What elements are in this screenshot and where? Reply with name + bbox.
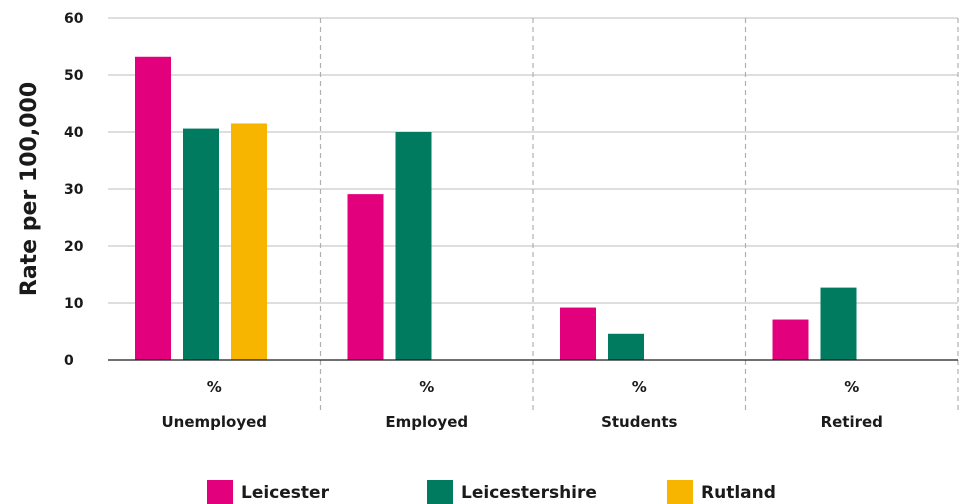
legend-label-rutland: Rutland	[701, 483, 776, 503]
bar-leicester-students	[560, 307, 596, 360]
legend-swatch-leicester	[207, 480, 233, 504]
category-unit-label: %	[844, 378, 859, 396]
y-axis-label: Rate per 100,000	[17, 82, 42, 296]
bar-leicestershire-students	[608, 333, 644, 360]
category-unit-label: %	[207, 378, 222, 396]
y-tick-label: 50	[64, 68, 84, 84]
category-separators	[319, 18, 959, 412]
category-label: Retired	[821, 413, 883, 431]
legend-label-leicestershire: Leicestershire	[461, 483, 597, 503]
bar-leicestershire-retired	[820, 287, 857, 360]
y-tick-labels: 0 10 20 30 40 50 60	[64, 11, 84, 369]
legend-swatch-leicestershire	[427, 480, 453, 504]
legend-label-leicester: Leicester	[241, 483, 330, 503]
bar-rutland-unemployed	[231, 123, 267, 360]
bar-leicester-employed	[347, 194, 384, 360]
y-tick-label: 10	[64, 296, 84, 312]
y-tick-label: 60	[64, 11, 84, 27]
category-unit-label: %	[419, 378, 434, 396]
bar-leicestershire-employed	[395, 132, 432, 360]
bar-leicestershire-unemployed	[183, 128, 219, 360]
bars	[135, 56, 857, 360]
category-label: Students	[601, 413, 677, 431]
bar-leicester-retired	[772, 319, 809, 360]
x-category-labels: % Unemployed% Employed% Students% Retired	[161, 378, 882, 431]
category-label: Employed	[385, 413, 468, 431]
category-unit-label: %	[632, 378, 647, 396]
bar-leicester-unemployed	[135, 56, 171, 360]
y-tick-label: 30	[64, 182, 84, 198]
category-label: Unemployed	[161, 413, 267, 431]
y-tick-label: 40	[64, 125, 84, 141]
legend: Leicester Leicestershire Rutland	[207, 480, 776, 504]
y-tick-label: 20	[64, 239, 84, 255]
legend-swatch-rutland	[667, 480, 693, 504]
y-tick-label: 0	[64, 353, 74, 369]
